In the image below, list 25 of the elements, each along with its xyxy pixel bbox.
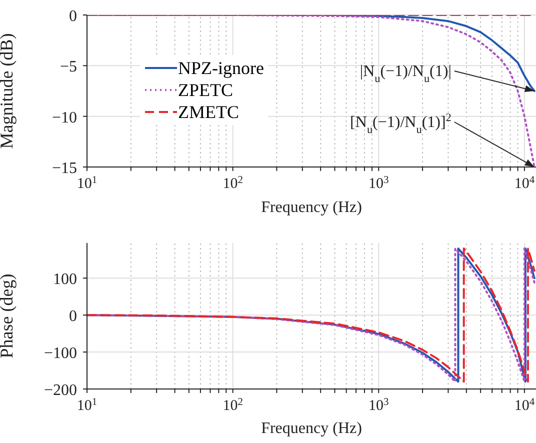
y-tick-label: −15: [52, 160, 77, 177]
y-tick-label: −5: [60, 58, 77, 76]
y-axis-title: Phase (deg): [0, 274, 16, 358]
x-tick-label: 10$^{4}$: [514, 396, 536, 414]
x-tick-label: 10$^{1}$: [76, 396, 98, 414]
legend-label: ZMETC: [178, 101, 239, 123]
x-tick-label: 10$^{3}$: [368, 174, 389, 192]
y-tick-label: 0: [69, 8, 77, 25]
y-tick-label: 0: [69, 308, 77, 326]
y-tick-label: 100: [53, 271, 77, 288]
annotation: |N$_{u}$(−1)/N$_{u}$(1)|: [360, 63, 452, 85]
y-tick-label: −10: [52, 109, 77, 126]
x-tick-label: 10$^{3}$: [368, 396, 389, 414]
x-axis-title: Frequency (Hz): [261, 199, 362, 216]
y-axis-title: Magnitude (dB): [0, 33, 16, 149]
y-tick-label: −100: [44, 345, 77, 362]
legend-label: NPZ-ignore: [178, 57, 264, 79]
x-tick-label: 10$^{1}$: [76, 174, 98, 192]
x-tick-label: 10$^{2}$: [222, 396, 243, 414]
y-tick-label: −200: [44, 382, 77, 399]
x-axis-title: Frequency (Hz): [261, 420, 362, 437]
legend-label: ZPETC: [178, 79, 234, 101]
x-tick-label: 10$^{2}$: [222, 174, 243, 192]
annotation: [N$_{u}$(−1)/N$_{u}$(1)]$^{2}$: [350, 112, 452, 136]
x-tick-label: 10$^{4}$: [514, 174, 536, 192]
